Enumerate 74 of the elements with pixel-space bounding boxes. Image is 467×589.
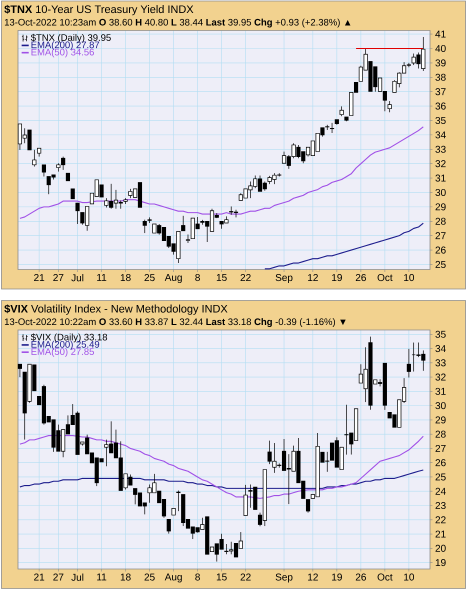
x-tick-label: 27 [53, 274, 64, 281]
y-tick-label: 34 [435, 345, 446, 352]
y-tick-label: 24 [436, 488, 446, 495]
x-tick-label: 25 [144, 574, 155, 581]
x-tick-label: 10 [404, 574, 414, 581]
x-tick-label: 12 [308, 574, 318, 580]
y-tick-label: 38 [435, 74, 446, 81]
y-tick-label: 27 [436, 444, 446, 452]
y-tick-label: 32 [435, 160, 446, 168]
text: 13-Oct-2022 10:22am O 33.60 H 33.87 L 32.44 Last 33.18 Chg -0.39 (-1.16%) ▼ [4, 318, 346, 327]
y-tick-label: 29 [436, 416, 446, 424]
y-tick-label: 25 [436, 473, 446, 480]
x-tick-label: 11 [97, 274, 106, 281]
y-tick-label: 35 [435, 116, 446, 124]
text: 13-Oct-2022 10:23am O 38.60 H 40.80 L 38.44 Last 39.95 Chg +0.93 (+2.38%) ▲ [4, 18, 350, 28]
x-tick-label: 21 [34, 274, 44, 281]
x-tick-label: 18 [120, 574, 131, 581]
x-tick-label: 15 [216, 274, 227, 281]
chart-title: $TNX 10-Year US Treasury Yield INDX [4, 4, 194, 16]
x-tick-label: Jul [71, 574, 84, 581]
y-tick-label: 22 [436, 516, 446, 524]
candlestick [186, 234, 190, 244]
x-tick-label: 19 [332, 274, 342, 282]
legend-label: EMA(50) 27.85 [32, 348, 94, 357]
x-tick-label: Oct [378, 274, 393, 282]
y-tick-label: 33 [435, 359, 446, 366]
x-tick-label: Sep [276, 274, 292, 284]
y-tick-label: 26 [436, 459, 446, 466]
x-tick-label: 10 [404, 274, 414, 282]
y-tick-label: 30 [435, 188, 446, 196]
x-tick-label: 11 [97, 574, 106, 580]
x-tick-label: 27 [53, 574, 64, 580]
y-tick-label: 39 [435, 59, 446, 66]
x-tick-label: 26 [356, 574, 366, 581]
y-tick-label: 25 [436, 260, 446, 268]
y-tick-label: 37 [435, 88, 446, 96]
y-tick-label: 20 [436, 544, 446, 552]
y-tick-label: 36 [435, 102, 446, 110]
x-tick-label: 22 [240, 274, 251, 281]
y-tick-label: 26 [436, 246, 446, 254]
x-tick-label: Aug [164, 274, 182, 283]
x-tick-label: 8 [195, 574, 200, 581]
y-tick-label: 41 [435, 30, 446, 38]
x-tick-label: Sep [276, 574, 292, 583]
x-tick-label: 18 [120, 274, 131, 282]
y-tick-label: 29 [436, 203, 446, 210]
x-tick-label: Aug [164, 574, 182, 582]
y-tick-label: 33 [435, 146, 446, 153]
y-tick-label: 40 [435, 44, 446, 52]
x-tick-label: 12 [308, 274, 318, 281]
x-tick-label: 21 [34, 574, 44, 580]
chart-title: $VIX Volatility Index - New Methodology INDX [4, 304, 228, 315]
x-tick-label: Oct [378, 574, 393, 581]
y-tick-label: 27 [436, 232, 446, 240]
y-tick-label: 23 [436, 502, 446, 510]
x-tick-label: 19 [332, 574, 342, 581]
x-tick-label: 15 [216, 574, 227, 580]
y-tick-label: 28 [436, 430, 446, 438]
x-tick-label: Jul [71, 274, 84, 282]
y-tick-label: 32 [435, 374, 446, 381]
y-tick-label: 35 [435, 330, 446, 338]
y-tick-label: 34 [435, 131, 446, 138]
y-tick-label: 21 [436, 530, 446, 538]
legend-label: EMA(50) 34.56 [32, 48, 94, 58]
legend-label: $TNX (Daily) 39.95 [30, 34, 111, 43]
y-tick-label: 31 [435, 174, 446, 182]
y-tick-label: 31 [435, 388, 446, 395]
x-tick-label: 22 [240, 574, 251, 580]
x-tick-label: 25 [144, 274, 155, 282]
y-tick-label: 19 [436, 559, 446, 566]
y-tick-label: 28 [436, 218, 446, 225]
x-tick-label: 26 [356, 274, 366, 282]
x-tick-label: 8 [195, 274, 200, 282]
y-tick-label: 30 [435, 402, 446, 410]
